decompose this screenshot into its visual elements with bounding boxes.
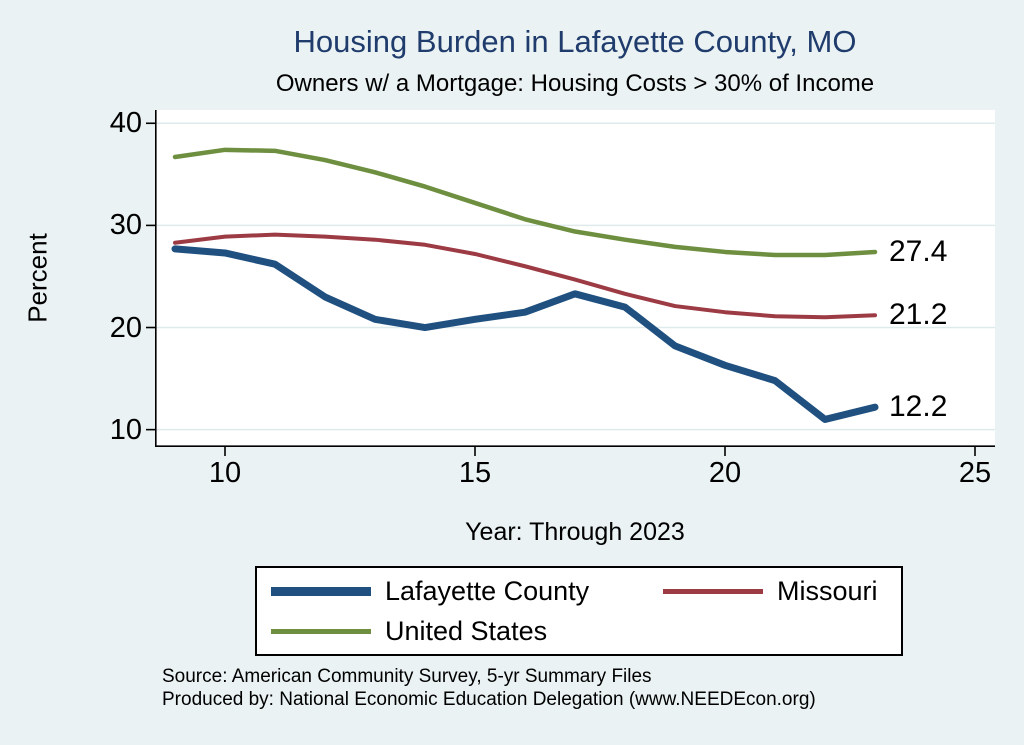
legend-item-missouri: Missouri [663,575,901,607]
series-line-1 [173,232,877,320]
legend-swatch-lafayette [271,586,371,596]
x-tick-label-10: 10 [208,457,242,489]
y-tick-label-40: 40 [109,107,142,140]
series-line-0 [171,245,879,423]
legend: Lafayette County Missouri United States [255,566,903,656]
end-label-missouri: 21.2 [889,298,948,332]
legend-label-lafayette: Lafayette County [385,576,590,606]
series-line-2 [172,147,878,258]
legend-item-lafayette: Lafayette County [271,575,663,607]
chart-canvas [146,110,995,456]
end-label-lafayette: 12.2 [889,390,948,424]
footer-produced: Produced by: National Economic Education… [162,689,816,710]
x-axis-label: Year: Through 2023 [465,518,685,546]
legend-label-united-states: United States [385,616,548,646]
y-tick-label-10: 10 [109,413,142,446]
end-label-united-states: 27.4 [889,234,948,268]
y-axis-label: Percent [22,233,53,323]
x-tick-label-15: 15 [458,457,492,489]
y-tick-label-30: 30 [109,209,142,242]
footer: Source: American Community Survey, 5-yr … [162,665,816,711]
legend-label-missouri: Missouri [777,576,878,606]
x-tick-label-20: 20 [708,457,742,489]
plot-area [146,110,995,456]
legend-swatch-missouri [663,588,763,594]
chart-title: Housing Burden in Lafayette County, MO [293,24,857,59]
legend-swatch-united-states [271,628,371,634]
y-tick-label-20: 20 [109,311,142,344]
chart-subtitle: Owners w/ a Mortgage: Housing Costs > 30… [275,70,875,97]
x-tick-label-25: 25 [958,457,992,489]
legend-item-united-states: United States [271,615,663,647]
footer-source: Source: American Community Survey, 5-yr … [162,666,652,687]
